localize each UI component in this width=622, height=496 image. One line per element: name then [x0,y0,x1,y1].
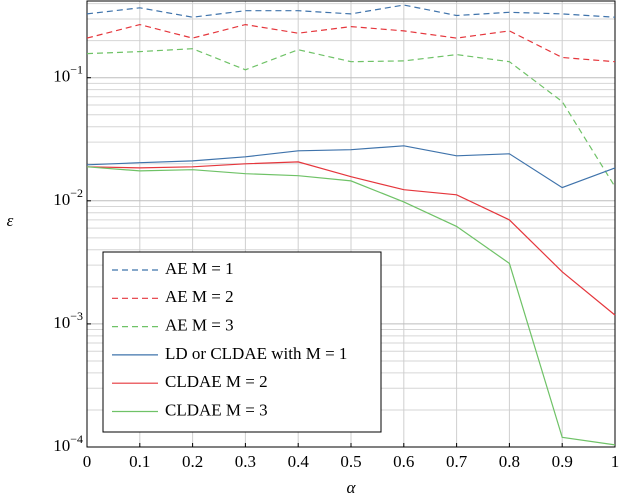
x-tick-label: 0.6 [393,452,414,471]
plot-frame [86,0,616,448]
y-tick-label: 10−2 [53,186,83,209]
legend-box [102,251,382,433]
legend-label: AE M = 3 [165,316,234,335]
series-line [86,48,616,188]
legend-label: CLDAE M = 2 [165,372,268,391]
legend-label: CLDAE M = 3 [165,400,268,419]
y-tick-label: 10−1 [53,62,83,85]
legend-label: LD or CLDAE with M = 1 [165,344,347,363]
series-line [86,166,616,446]
x-tick-label: 0 [83,452,92,471]
x-tick-label: 1 [611,452,620,471]
x-axis-label: α [347,478,357,496]
y-tick-label: 10−3 [53,309,83,332]
series-line [86,4,616,18]
x-tick-label: 0.8 [499,452,520,471]
x-tick-label: 0.1 [129,452,150,471]
y-tick-label: 10−4 [53,432,83,455]
x-tick-label: 0.7 [446,452,468,471]
series-line [86,161,616,316]
x-tick-label: 0.3 [235,452,256,471]
series-line [86,145,616,189]
x-tick-label: 0.4 [288,452,310,471]
legend-label: AE M = 1 [165,259,234,278]
y-axis-label: ε [7,211,14,230]
legend-label: AE M = 2 [165,287,234,306]
series-line [86,23,616,63]
x-tick-label: 0.2 [182,452,203,471]
x-tick-label: 0.5 [340,452,361,471]
x-tick-label: 0.9 [552,452,573,471]
